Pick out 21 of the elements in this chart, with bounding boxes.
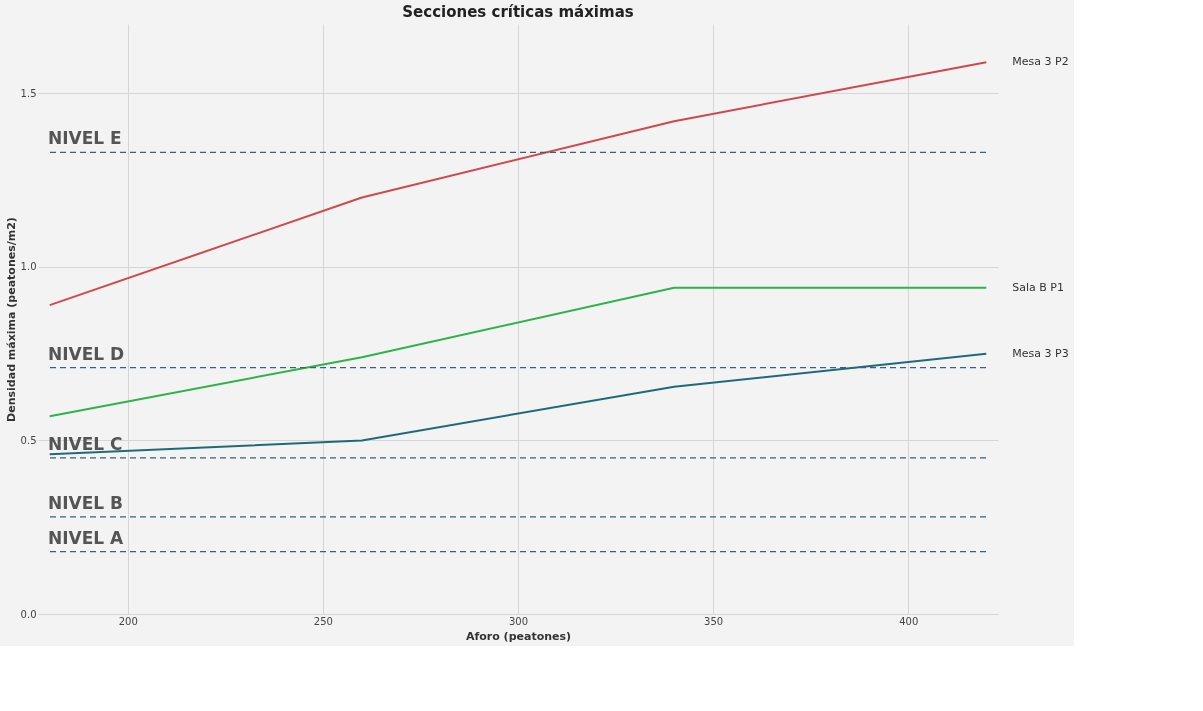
ref-line-label: NIVEL D — [48, 343, 125, 364]
x-tick-label: 350 — [704, 615, 724, 627]
line-series — [48, 61, 988, 307]
x-tick-label: 400 — [899, 615, 919, 627]
text: Mesa 3 P2 — [1012, 55, 1069, 69]
ref-line-label: NIVEL B — [48, 492, 124, 513]
ref-line-label: NIVEL C — [48, 433, 123, 454]
y-tick-label: 1.5 — [20, 87, 37, 99]
ref-line-label: NIVEL A — [48, 527, 125, 548]
text: Sala B P1 — [1012, 280, 1064, 294]
y-tick-label: 1.0 — [20, 261, 37, 273]
x-axis-title: Aforo (peatones) — [465, 629, 572, 643]
chart-title: Secciones críticas máximas — [402, 3, 634, 21]
x-tick-label: 200 — [118, 615, 138, 627]
ref-line-label: NIVEL E — [48, 128, 122, 149]
y-tick-label: 0.0 — [20, 608, 37, 620]
x-tick-label: 250 — [313, 615, 333, 627]
x-tick-label: 300 — [508, 615, 529, 627]
y-tick-label: 0.5 — [20, 434, 37, 446]
text: Mesa 3 P3 — [1012, 346, 1069, 360]
y-axis-title: Densidad máxima (peatones/m2) — [4, 217, 18, 422]
